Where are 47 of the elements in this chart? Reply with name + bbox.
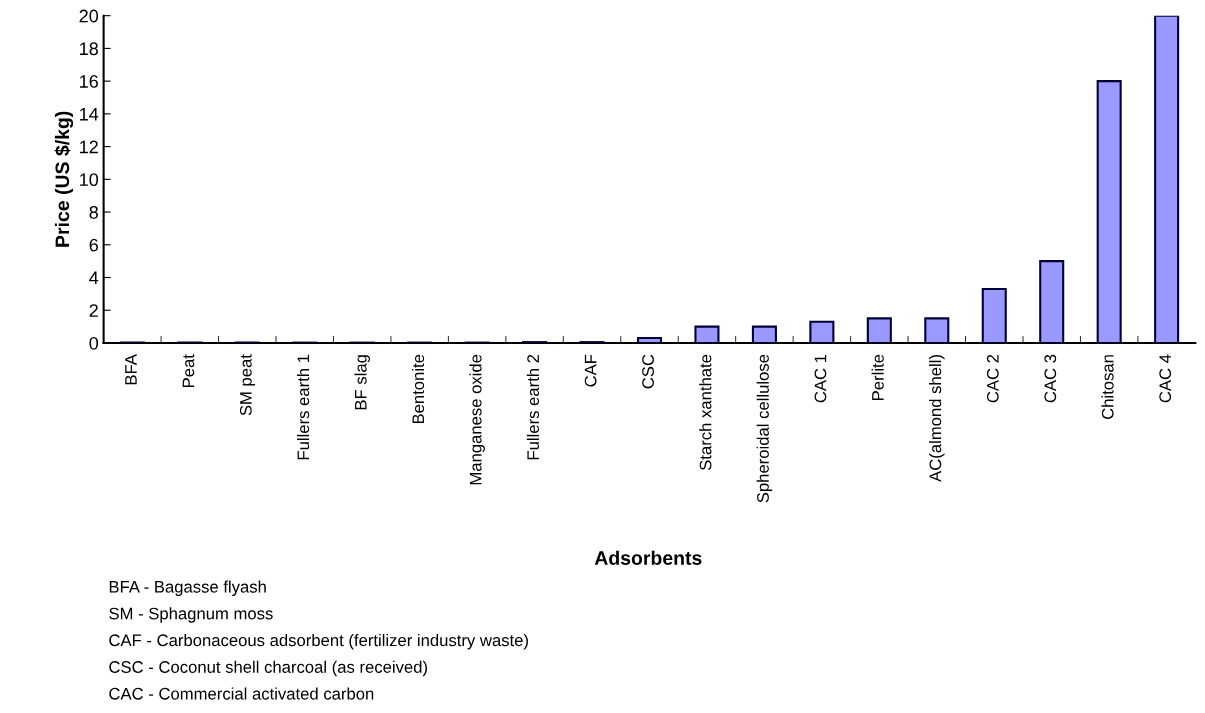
x-tick-label: Starch xanthate bbox=[699, 354, 712, 471]
bar bbox=[924, 317, 950, 343]
bar bbox=[809, 320, 835, 343]
y-tick-label: 20 bbox=[79, 9, 99, 23]
text: CSC - Coconut shell charcoal (as received) bbox=[109, 660, 427, 677]
x-tick-label: Spheroidal cellulose bbox=[756, 354, 773, 503]
bar bbox=[1096, 80, 1122, 343]
bar bbox=[1039, 260, 1065, 343]
y-tick-label: 6 bbox=[89, 238, 98, 252]
x-tick-label: BFA bbox=[125, 354, 137, 385]
x-tick-label: AC(almond shell) bbox=[929, 355, 945, 482]
text: CAC - Commercial activated carbon bbox=[109, 687, 374, 700]
bar bbox=[866, 317, 892, 343]
x-tick-label: CAC 3 bbox=[1044, 354, 1057, 403]
x-tick-label: CAF bbox=[584, 354, 597, 387]
x-tick-label: CAC 4 bbox=[1159, 354, 1172, 403]
y-axis-title: Price (US $/kg) bbox=[54, 111, 74, 247]
x-tick-label: Fullers earth 1 bbox=[296, 354, 310, 460]
y-tick-label: 12 bbox=[80, 140, 98, 154]
text: SM - Sphagnum moss bbox=[109, 607, 273, 623]
y-tick-label: 16 bbox=[80, 75, 98, 88]
bar bbox=[694, 325, 720, 343]
y-tick-label: 14 bbox=[80, 107, 99, 121]
x-tick-label: CAC 1 bbox=[814, 354, 827, 403]
bar bbox=[751, 325, 777, 343]
x-tick-label: CSC bbox=[642, 354, 654, 389]
x-tick-label: Peat bbox=[182, 354, 195, 387]
y-tick-label: 4 bbox=[89, 271, 99, 285]
bar bbox=[1154, 15, 1180, 343]
y-tick-label: 2 bbox=[89, 304, 98, 317]
x-tick-label: BF slag bbox=[354, 355, 370, 410]
x-tick-label: Perlite bbox=[871, 354, 884, 400]
x-tick-label: Manganese oxide bbox=[469, 354, 485, 485]
x-tick-label: CAC 2 bbox=[986, 354, 999, 403]
x-tick-label: Chitosan bbox=[1101, 355, 1114, 419]
text: BFA - Bagasse flyash bbox=[109, 580, 266, 596]
x-axis-title: Adsorbents bbox=[594, 550, 702, 565]
y-tick-label: 18 bbox=[80, 42, 98, 56]
x-tick-label: Bentonite bbox=[411, 354, 425, 424]
x-tick-label: SM peat bbox=[239, 354, 256, 416]
y-tick-label: 0 bbox=[89, 336, 99, 350]
x-tick-label: Fullers earth 2 bbox=[526, 354, 540, 460]
bar bbox=[636, 337, 663, 343]
y-tick-label: 10 bbox=[80, 173, 99, 187]
text: CAF - Carbonaceous adsorbent (fertilizer industry waste) bbox=[109, 633, 528, 650]
bar bbox=[981, 287, 1007, 343]
y-tick-label: 8 bbox=[89, 205, 98, 219]
